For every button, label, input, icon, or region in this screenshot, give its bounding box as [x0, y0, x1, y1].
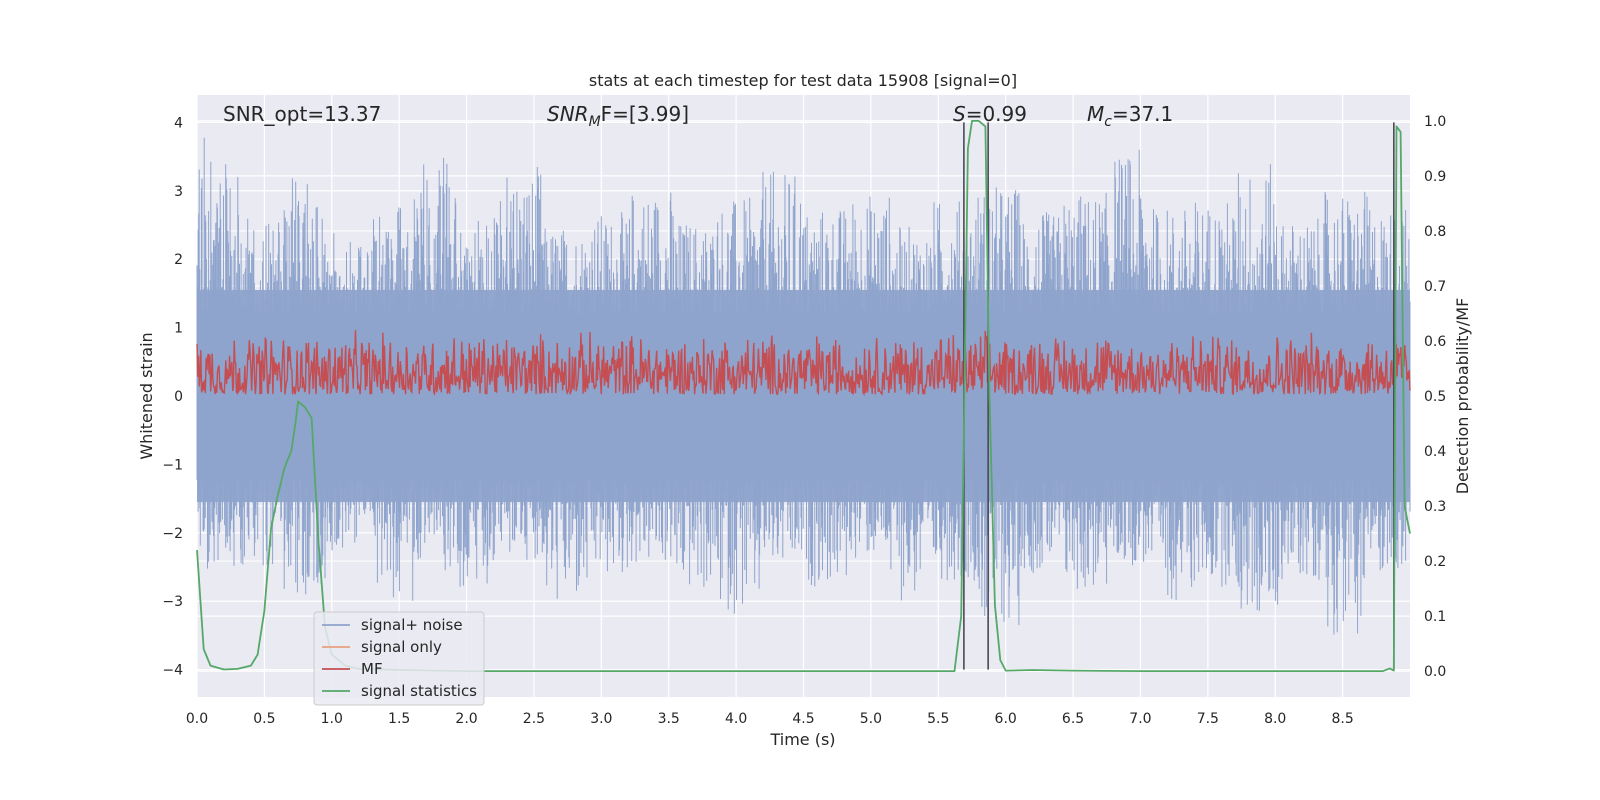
- x-tick-label: 1.0: [321, 711, 343, 727]
- series-signal-statistics: [196, 120, 1411, 672]
- snr-mf-main: SNR: [547, 102, 589, 126]
- x-tick-label: 8.0: [1264, 711, 1286, 727]
- x-tick-label: 7.0: [1129, 711, 1151, 727]
- mc-rest: =37.1: [1112, 102, 1173, 126]
- y2-tick-label: 0.8: [1424, 224, 1446, 240]
- legend: signal+ noise signal only MF signal stat…: [313, 611, 485, 706]
- y-tick-label: 1: [174, 321, 183, 337]
- x-tick-label: 4.0: [725, 711, 747, 727]
- s-rest: =0.99: [966, 102, 1027, 126]
- y2-tick-label: 0.9: [1424, 169, 1446, 185]
- y-tick-label: 2: [174, 252, 183, 268]
- x-tick-label: 2.0: [455, 711, 477, 727]
- y-axis-ticks: 4 3 2 1 0 −1 −2 −3 −4: [162, 115, 183, 678]
- x-tick-label: 6.5: [1062, 711, 1084, 727]
- legend-label-signal-noise: signal+ noise: [361, 616, 463, 634]
- x-tick-label: 6.0: [995, 711, 1017, 727]
- y2-tick-label: 0.5: [1424, 389, 1446, 405]
- legend-box: [313, 611, 485, 706]
- x-tick-label: 5.5: [927, 711, 949, 727]
- annotation-snr-mf: SNRMF=[3.99]: [547, 102, 689, 130]
- y2-tick-label: 0.1: [1424, 609, 1446, 625]
- y2-tick-label: 1.0: [1424, 114, 1446, 130]
- snr-mf-rest: F=[3.99]: [601, 102, 689, 126]
- y2-axis-ticks: 1.0 0.9 0.8 0.7 0.6 0.5 0.4 0.3 0.2 0.1 0.0: [1424, 114, 1446, 680]
- annotation-snr-opt: SNR_opt=13.37: [223, 102, 381, 126]
- y-tick-label: −2: [162, 526, 183, 542]
- y-tick-label: 0: [174, 389, 183, 405]
- y2-tick-label: 0.7: [1424, 279, 1446, 295]
- series-mf: [196, 330, 1411, 397]
- x-tick-label: 7.5: [1197, 711, 1219, 727]
- y-tick-label: −3: [162, 594, 183, 610]
- x-tick-label: 5.0: [860, 711, 882, 727]
- legend-label-signal-only: signal only: [361, 638, 442, 656]
- x-tick-label: 4.5: [792, 711, 814, 727]
- x-tick-label: 2.5: [523, 711, 545, 727]
- x-tick-label: 3.0: [590, 711, 612, 727]
- mc-sub: c: [1104, 114, 1112, 130]
- y2-tick-label: 0.2: [1424, 554, 1446, 570]
- x-tick-label: 1.5: [388, 711, 410, 727]
- y2-tick-label: 0.0: [1424, 664, 1446, 680]
- y-tick-label: −1: [162, 457, 183, 473]
- y-tick-label: 4: [174, 115, 183, 131]
- y-tick-label: 3: [174, 184, 183, 200]
- legend-label-mf: MF: [361, 660, 383, 678]
- x-tick-label: 3.5: [658, 711, 680, 727]
- mc-main: M: [1087, 102, 1104, 126]
- annotation-mc: Mc=37.1: [1087, 102, 1173, 130]
- y2-tick-label: 0.4: [1424, 444, 1446, 460]
- y2-axis-label: Detection probability/MF: [1453, 298, 1472, 495]
- annotation-s: S=0.99: [953, 102, 1027, 126]
- x-tick-label: 0.5: [253, 711, 275, 727]
- s-main: S: [953, 102, 966, 126]
- y-tick-label: −4: [162, 663, 183, 679]
- x-tick-label: 8.5: [1331, 711, 1353, 727]
- y-axis-label: Whitened strain: [137, 332, 156, 459]
- x-axis-label: Time (s): [769, 730, 835, 749]
- snr-mf-sub: M: [589, 114, 601, 130]
- y2-tick-label: 0.3: [1424, 499, 1446, 515]
- x-tick-label: 0.0: [186, 711, 208, 727]
- signal-statistics-line: [196, 120, 1411, 672]
- chart-title: stats at each timestep for test data 159…: [589, 71, 1017, 90]
- series-signal-noise: [196, 137, 1411, 635]
- x-axis-ticks: 0.0 0.5 1.0 1.5 2.0 2.5 3.0 3.5 4.0 4.5 5.0 5.5 6.0 6…: [186, 711, 1354, 727]
- y2-tick-label: 0.6: [1424, 334, 1446, 350]
- legend-label-signal-statistics: signal statistics: [361, 682, 477, 700]
- mf-trace: [196, 330, 1411, 397]
